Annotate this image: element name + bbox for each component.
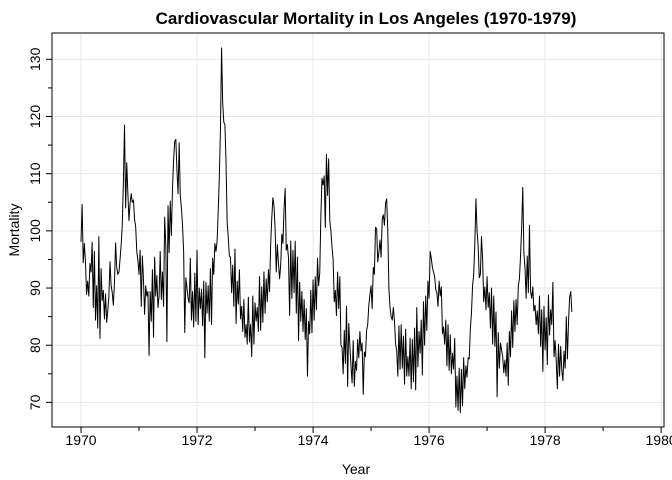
y-tick-label: 80 [27, 337, 43, 353]
y-tick-label: 120 [27, 105, 43, 129]
x-tick-label: 1980 [646, 432, 672, 448]
x-axis-label: Year [342, 461, 371, 477]
y-axis-label: Mortality [6, 204, 22, 257]
chart-title: Cardiovascular Mortality in Los Angeles … [156, 9, 577, 28]
y-tick-label: 110 [27, 162, 43, 185]
plot-border [51, 32, 665, 428]
axis-ticks: 1970 1972 1974 1976 1978 1980 70 80 90 100 110 120 1… [27, 47, 672, 448]
plot-area [52, 33, 664, 427]
y-tick-label: 90 [27, 280, 43, 296]
x-tick-label: 1972 [181, 432, 212, 448]
y-tick-label: 130 [27, 47, 43, 71]
y-tick-label: 100 [27, 219, 43, 243]
x-tick-label: 1970 [65, 432, 96, 448]
x-tick-label: 1976 [413, 432, 444, 448]
y-tick-label: 70 [27, 394, 43, 410]
grid-lines [52, 33, 664, 427]
series-layer [80, 47, 573, 414]
series-line-mortality [80, 47, 573, 414]
x-tick-label: 1978 [530, 432, 561, 448]
x-tick-label: 1974 [297, 432, 328, 448]
